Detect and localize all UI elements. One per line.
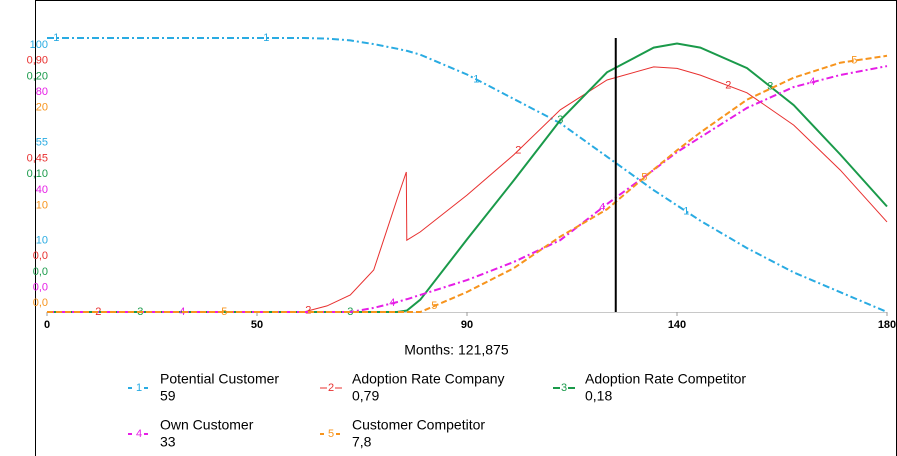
x-tick-label: 180	[878, 319, 896, 331]
series-marker: 5	[221, 306, 227, 318]
series-marker: 4	[389, 297, 395, 309]
series-line	[47, 42, 888, 313]
legend-label: Potential Customer	[160, 371, 279, 387]
y-tick-label: 0,0	[33, 282, 48, 294]
y-tick-label: 10	[36, 234, 48, 246]
series-line	[47, 66, 888, 313]
y-tick-label: 0,45	[27, 152, 48, 164]
legend-swatch-gap	[135, 382, 143, 394]
legend-label: Adoption Rate Company	[352, 371, 505, 387]
series-marker: 1	[263, 32, 269, 44]
legend-marker: 3	[561, 382, 567, 394]
series-marker: 2	[725, 80, 731, 92]
legend-swatch-gap	[327, 428, 335, 440]
y-tick-label: 100	[30, 39, 48, 51]
legend-label: Adoption Rate Competitor	[585, 371, 746, 387]
legend-marker: 1	[136, 382, 142, 394]
series-line	[47, 54, 888, 313]
series-marker: 3	[557, 114, 563, 126]
x-tick-label: 140	[668, 319, 686, 331]
series-marker: 1	[53, 32, 59, 44]
legend-marker: 4	[136, 428, 142, 440]
series-marker: 2	[305, 305, 311, 317]
series-marker: 1	[683, 205, 689, 217]
legend-marker: 2	[328, 382, 334, 394]
legend-marker: 5	[328, 428, 334, 440]
legend-value: 0,79	[352, 388, 379, 404]
legend-swatch-gap	[327, 382, 335, 394]
legend-swatch-gap	[135, 428, 143, 440]
y-tick-label: 80	[36, 86, 48, 98]
y-tick-label: 0,0	[33, 250, 48, 262]
series-marker: 1	[473, 73, 479, 85]
series-marker: 2	[515, 144, 521, 156]
legend-label: Customer Competitor	[352, 417, 485, 433]
cursor-label: 121,875	[458, 342, 509, 358]
legend-value: 7,8	[352, 434, 372, 450]
series-line	[47, 37, 888, 313]
x-tick-label: 90	[461, 319, 473, 331]
legend-value: 33	[160, 434, 176, 450]
x-axis-label: Months:	[404, 342, 454, 358]
x-tick-label: 0	[44, 319, 50, 331]
y-tick-label: 0,10	[27, 168, 48, 180]
series-marker: 5	[641, 171, 647, 183]
legend-swatch-gap	[560, 382, 568, 394]
y-tick-label: 10	[36, 199, 48, 211]
y-tick-label: 20	[36, 102, 48, 114]
legend-value: 59	[160, 388, 176, 404]
series-marker: 4	[599, 202, 605, 214]
series-marker: 4	[809, 76, 815, 88]
legend-value: 0,18	[585, 388, 612, 404]
series-marker: 5	[851, 55, 857, 67]
x-tick-label: 50	[251, 319, 263, 331]
y-tick-label: 0,0	[33, 297, 48, 309]
series-marker: 5	[431, 300, 437, 312]
y-tick-label: 0,90	[27, 55, 48, 67]
y-tick-label: 0,0	[33, 266, 48, 278]
legend-label: Own Customer	[160, 417, 254, 433]
y-tick-label: 40	[36, 184, 48, 196]
y-tick-label: 55	[36, 137, 48, 149]
series-marker: 3	[767, 81, 773, 93]
y-tick-label: 0,20	[27, 70, 48, 82]
